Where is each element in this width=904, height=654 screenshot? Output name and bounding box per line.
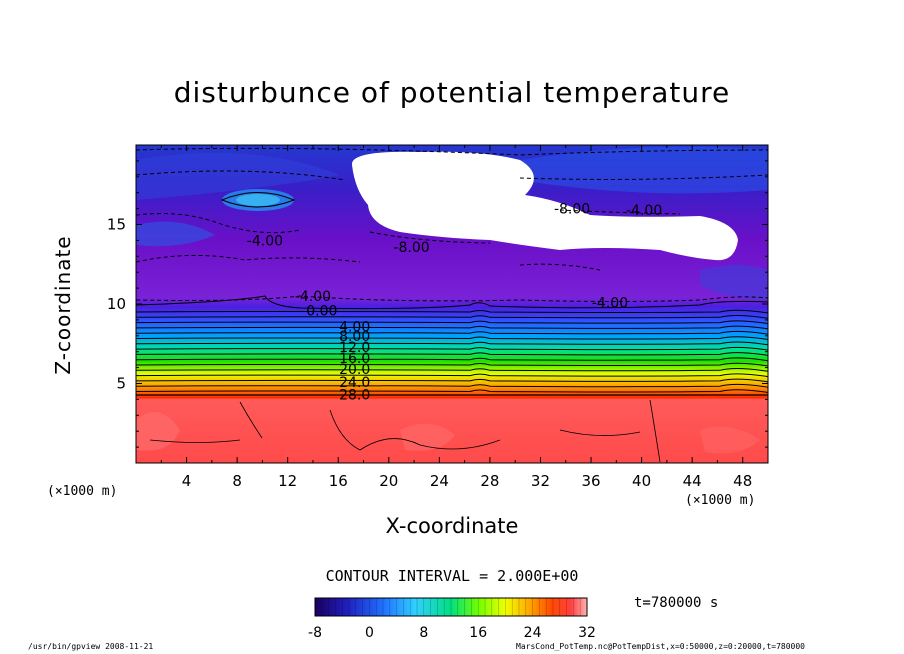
- contour-label: 20.0: [339, 362, 370, 378]
- x-tick-label: 16: [329, 472, 348, 490]
- x-axis-label: X-coordinate: [385, 514, 519, 538]
- contour-label: -8.00: [554, 202, 590, 218]
- warm-patch: [700, 426, 760, 454]
- x-tick-label: 8: [232, 472, 242, 490]
- cool-patch: [700, 265, 768, 300]
- y-tick-label: 10: [107, 295, 126, 313]
- contour-label: 12.0: [339, 340, 370, 356]
- contour-label: 0.00: [306, 303, 337, 319]
- cool-patch: [520, 146, 768, 194]
- contour-label: -4.00: [592, 295, 628, 311]
- colorbar-tick-label: 32: [578, 625, 596, 641]
- contour-label: 4.00: [339, 319, 370, 335]
- contour-line: [136, 373, 768, 378]
- contour-line: [220, 192, 296, 208]
- warm-patch: [136, 412, 180, 451]
- contour-line: [136, 389, 768, 393]
- contour-line: [136, 362, 768, 367]
- contour-line: [136, 330, 768, 335]
- missing-data-region: [351, 151, 738, 261]
- contour-line: [136, 309, 768, 314]
- x-tick-label: 4: [182, 472, 192, 490]
- contour-label: -4.00: [247, 233, 283, 249]
- y-tick-label: 5: [116, 375, 126, 393]
- contour-line: [136, 325, 768, 330]
- x-tick-label: 12: [278, 472, 297, 490]
- x-tick-label: 28: [480, 472, 499, 490]
- contour-line: [136, 346, 768, 351]
- x-axis-unit: (×1000 m): [685, 493, 756, 508]
- cool-patch: [236, 194, 280, 206]
- x-tick-label: 40: [632, 472, 651, 490]
- contour-line: [136, 352, 768, 356]
- cool-patch: [136, 221, 215, 247]
- colorbar-tick-label: 8: [419, 625, 428, 641]
- y-axis-unit: (×1000 m): [47, 484, 118, 499]
- footer-left: /usr/bin/gpview 2008-11-21: [28, 642, 154, 651]
- contour-line: [136, 320, 768, 325]
- contour-line: [136, 357, 768, 362]
- contour-line: [149, 399, 661, 463]
- colorbar-tick-label: 0: [365, 625, 374, 641]
- colorbar: [314, 597, 588, 617]
- contour-line: [136, 315, 768, 319]
- colorbar-tick-label: 16: [469, 625, 487, 641]
- contour-label: -4.00: [626, 203, 662, 219]
- x-tick-label: 20: [379, 472, 398, 490]
- x-tick-label: 44: [683, 472, 702, 490]
- contour-label: 8.00: [339, 329, 370, 345]
- cool-patch: [136, 152, 340, 200]
- contour-line: [136, 336, 768, 340]
- x-tick-label: 32: [531, 472, 550, 490]
- colorbar-tick-label: -8: [308, 625, 322, 641]
- colorbar-tick-label: 24: [524, 625, 542, 641]
- x-tick-label: 36: [581, 472, 600, 490]
- contour-line: [136, 341, 768, 346]
- chart-title: disturbunce of potential temperature: [173, 76, 731, 109]
- contour-label: 28.0: [339, 388, 370, 404]
- contour-label: -4.00: [295, 289, 331, 305]
- contour-interval-text: CONTOUR INTERVAL = 2.000E+00: [325, 567, 579, 585]
- warm-patch: [400, 423, 455, 451]
- y-tick-label: 15: [107, 216, 126, 234]
- x-tick-label: 48: [733, 472, 752, 490]
- contour-line: [136, 378, 768, 383]
- contour-label: 24.0: [339, 375, 370, 391]
- contour-label: 16.0: [339, 351, 370, 367]
- contour-line: [136, 295, 768, 310]
- footer-right: MarsCond_PotTemp.nc@PotTempDist,x=0:5000…: [516, 642, 805, 651]
- x-tick-label: 24: [430, 472, 449, 490]
- contour-line: [136, 368, 768, 372]
- time-label: t=780000 s: [634, 595, 719, 611]
- contour-label: -8.00: [393, 240, 429, 256]
- contour-line: [136, 383, 768, 388]
